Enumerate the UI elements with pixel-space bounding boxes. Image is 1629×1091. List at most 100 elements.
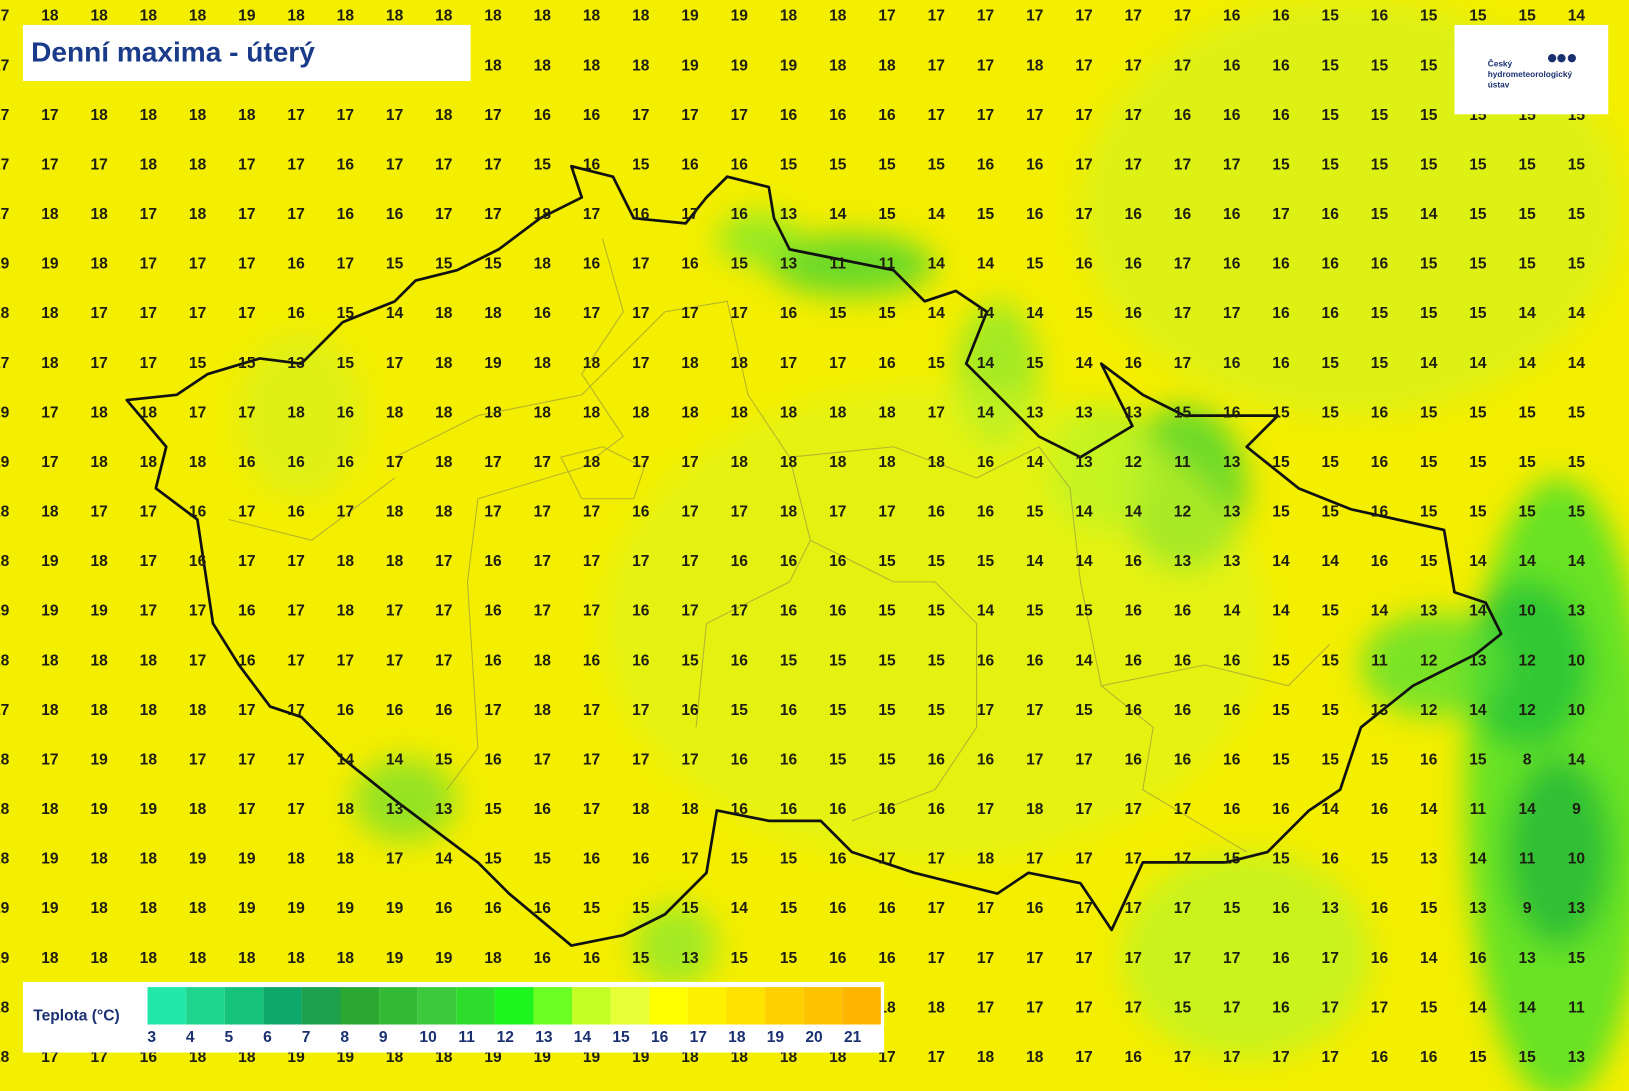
grid-value: 16 <box>1371 900 1389 917</box>
grid-value: 15 <box>1568 454 1586 471</box>
grid-value: 16 <box>829 851 847 868</box>
grid-value: 17 <box>238 504 255 521</box>
grid-value: 16 <box>287 256 305 273</box>
grid-value: 15 <box>829 156 847 173</box>
grid-value: 17 <box>1174 256 1191 273</box>
grid-value: 17 <box>1125 999 1142 1016</box>
grid-value: 16 <box>731 206 749 223</box>
grid-value: 16 <box>1125 603 1143 620</box>
grid-value: 19 <box>238 8 256 25</box>
grid-value: 17 <box>632 355 649 372</box>
grid-value: 17 <box>1075 1049 1092 1066</box>
grid-value: 18 <box>90 950 108 967</box>
grid-value: 17 <box>583 702 600 719</box>
grid-value: 18 <box>140 652 158 669</box>
grid-value: 15 <box>189 355 207 372</box>
grid-value: 16 <box>1371 504 1389 521</box>
grid-value: 19 <box>41 851 59 868</box>
logo-text: Český <box>1488 57 1513 68</box>
grid-value: 17 <box>928 950 945 967</box>
grid-value: 15 <box>1322 57 1340 74</box>
grid-value: 17 <box>1125 801 1142 818</box>
legend-swatch <box>379 987 418 1025</box>
grid-value: 17 <box>681 751 698 768</box>
grid-value: 16 <box>287 504 305 521</box>
grid-value: 13 <box>1026 404 1044 421</box>
grid-value: 18 <box>977 1049 995 1066</box>
grid-value: 15 <box>780 900 798 917</box>
grid-value: 17 <box>484 206 501 223</box>
grid-value: 16 <box>1125 553 1143 570</box>
legend-label: 16 <box>651 1029 669 1046</box>
grid-value: 16 <box>1272 305 1290 322</box>
grid-value: 17 <box>1125 900 1142 917</box>
grid-value: 18 <box>534 57 552 74</box>
grid-value: 17 <box>1322 1049 1339 1066</box>
grid-value: 15 <box>1469 8 1487 25</box>
grid-value: 17 <box>337 652 354 669</box>
grid-value: 16 <box>1371 404 1389 421</box>
grid-value: 17 <box>1125 57 1142 74</box>
grid-value: 14 <box>928 256 946 273</box>
grid-value: 18 <box>90 8 108 25</box>
grid-value: 17 <box>928 107 945 124</box>
grid-value: 14 <box>977 305 995 322</box>
grid-value: 13 <box>1420 851 1438 868</box>
legend-swatch <box>186 987 225 1025</box>
grid-value: 17 <box>386 851 403 868</box>
grid-value: 15 <box>534 156 552 173</box>
legend-label: 14 <box>574 1029 592 1046</box>
grid-value: 14 <box>1026 553 1044 570</box>
grid-value: 18 <box>90 553 108 570</box>
grid-value: 16 <box>1371 553 1389 570</box>
grid-value: 19 <box>484 1049 502 1066</box>
grid-value: 19 <box>534 1049 552 1066</box>
grid-value: 19 <box>731 57 749 74</box>
grid-value: 14 <box>1568 305 1586 322</box>
grid-value: 17 <box>484 454 501 471</box>
grid-value: 15 <box>1519 206 1537 223</box>
grid-value: 15 <box>1568 156 1586 173</box>
grid-value: 17 <box>0 8 9 25</box>
grid-value: 17 <box>1125 156 1142 173</box>
grid-value: 16 <box>829 553 847 570</box>
grid-value: 15 <box>829 702 847 719</box>
grid-value: 18 <box>90 900 108 917</box>
grid-value: 16 <box>1026 900 1044 917</box>
grid-value: 17 <box>287 206 304 223</box>
grid-value: 18 <box>238 1049 256 1066</box>
legend-label: 18 <box>728 1029 746 1046</box>
grid-value: 17 <box>287 751 304 768</box>
grid-value: 16 <box>928 801 946 818</box>
grid-value: 19 <box>41 256 59 273</box>
grid-value: 14 <box>1568 553 1586 570</box>
grid-value: 18 <box>140 751 158 768</box>
grid-value: 11 <box>879 256 896 273</box>
grid-value: 15 <box>1420 256 1438 273</box>
grid-value: 19 <box>681 57 699 74</box>
grid-value: 16 <box>583 107 601 124</box>
grid-value: 13 <box>386 801 404 818</box>
grid-value: 15 <box>238 355 256 372</box>
grid-value: 16 <box>484 652 502 669</box>
grid-value: 18 <box>140 8 158 25</box>
grid-value: 18 <box>435 305 453 322</box>
grid-value: 16 <box>780 751 798 768</box>
grid-value: 18 <box>189 950 207 967</box>
grid-value: 15 <box>1371 57 1389 74</box>
grid-value: 17 <box>189 652 206 669</box>
legend-swatch <box>147 987 187 1025</box>
grid-value: 18 <box>0 553 10 570</box>
grid-value: 15 <box>878 553 896 570</box>
grid-value: 17 <box>0 57 9 74</box>
grid-value: 18 <box>189 156 207 173</box>
grid-value: 16 <box>1026 206 1044 223</box>
grid-value: 15 <box>1568 256 1586 273</box>
grid-value: 16 <box>534 950 552 967</box>
grid-value: 17 <box>1075 801 1092 818</box>
grid-value: 11 <box>1470 801 1487 818</box>
grid-value: 18 <box>583 355 601 372</box>
grid-value: 17 <box>238 156 255 173</box>
grid-value: 17 <box>534 504 551 521</box>
